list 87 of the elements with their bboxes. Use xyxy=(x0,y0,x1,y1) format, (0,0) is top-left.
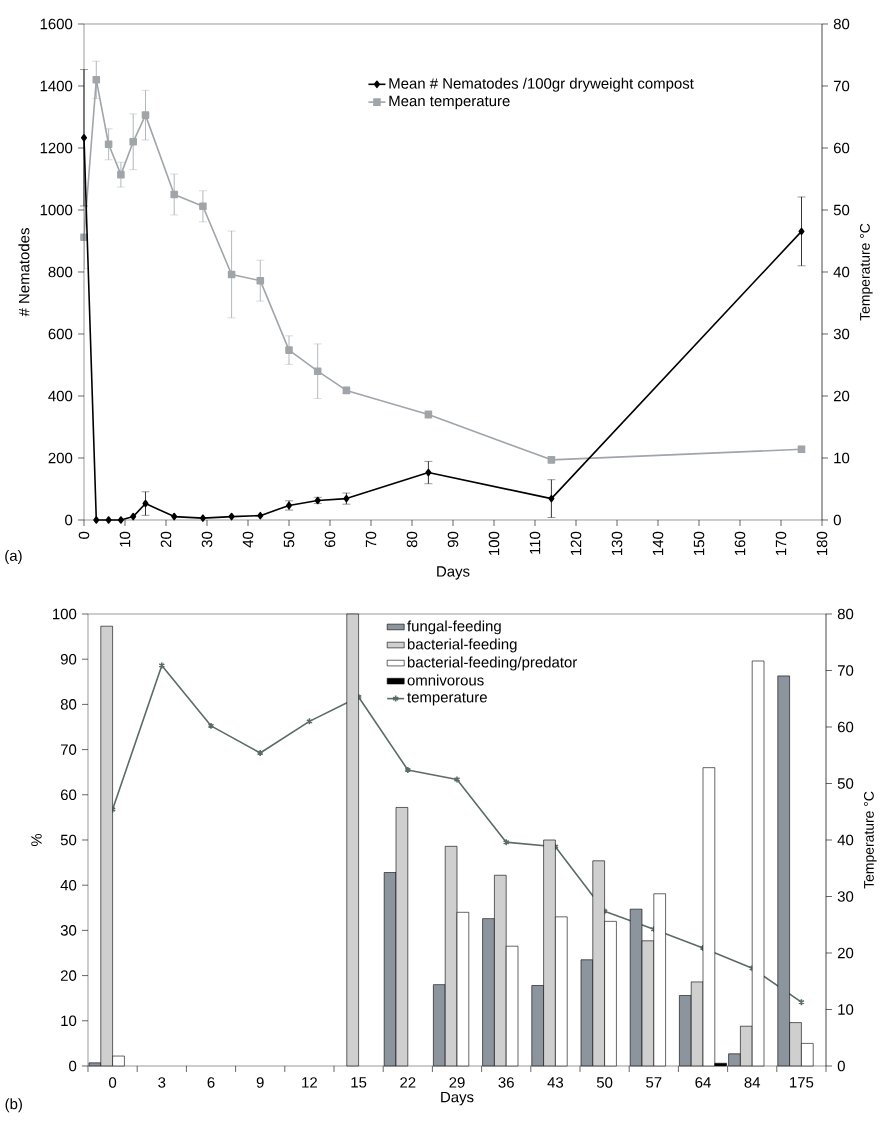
x-axis-title: Days xyxy=(441,1091,474,1106)
x-tick-label: 100 xyxy=(488,531,500,555)
y2-tick-label: 70 xyxy=(837,665,854,676)
x-tick-label: 70 xyxy=(365,531,377,548)
x-tick-label: 3 xyxy=(158,1077,166,1088)
y2-tick-label: 70 xyxy=(833,80,850,92)
y2-tick-label: 80 xyxy=(837,608,854,620)
y-tick-label: 400 xyxy=(48,390,73,402)
x-tick-label: 110 xyxy=(529,531,541,554)
y-tick-label: 600 xyxy=(48,328,73,340)
y2-tick-label: 20 xyxy=(837,947,854,959)
y-tick-label: 50 xyxy=(60,834,77,846)
y2-axis-title: Temperature °C xyxy=(859,223,873,321)
y2-tick-label: 80 xyxy=(833,18,850,30)
x-tick-label: 30 xyxy=(201,531,213,548)
x-tick-label: 90 xyxy=(447,531,459,548)
y2-tick-label: 40 xyxy=(837,834,854,846)
y-tick-label: 70 xyxy=(60,744,77,755)
x-tick-label: 84 xyxy=(744,1077,761,1088)
y2-tick-label: 0 xyxy=(833,514,841,526)
text: (b) xyxy=(5,1098,22,1113)
x-tick-label: 29 xyxy=(449,1077,465,1088)
y-tick-label: 100 xyxy=(53,608,77,620)
legend-label: Mean temperature xyxy=(389,95,510,110)
x-tick-label: 0 xyxy=(109,1077,117,1088)
legend-label: temperature xyxy=(407,692,487,706)
y-tick-label: 80 xyxy=(60,699,77,710)
y-tick-label: 90 xyxy=(60,653,77,665)
y-tick-label: 10 xyxy=(61,1015,77,1027)
y2-tick-label: 60 xyxy=(837,721,854,733)
y-tick-label: 200 xyxy=(48,452,73,464)
x-tick-label: 20 xyxy=(160,531,172,548)
x-tick-label: 60 xyxy=(324,531,336,548)
y2-tick-label: 10 xyxy=(838,1004,854,1015)
x-tick-label: 10 xyxy=(119,531,131,547)
x-tick-label: 36 xyxy=(498,1077,514,1088)
y-tick-label: 800 xyxy=(48,266,73,278)
x-tick-label: 12 xyxy=(302,1077,317,1088)
y-tick-label: 1600 xyxy=(40,18,73,30)
x-axis-title: Days xyxy=(437,566,470,580)
y-tick-label: 1400 xyxy=(40,80,73,92)
x-tick-label: 50 xyxy=(283,531,295,548)
x-tick-label: 6 xyxy=(207,1077,215,1088)
y-tick-label: 0 xyxy=(65,514,73,526)
y2-tick-label: 40 xyxy=(833,266,850,278)
x-tick-label: 180 xyxy=(816,531,828,555)
x-tick-label: 50 xyxy=(596,1077,613,1088)
y-axis-title: # Nematodes xyxy=(18,228,30,317)
legend-label: bacterial-feeding/predator xyxy=(407,656,577,671)
x-tick-label: 43 xyxy=(547,1077,564,1088)
y2-tick-label: 30 xyxy=(833,328,850,340)
x-tick-label: 120 xyxy=(570,531,582,555)
y2-tick-label: 60 xyxy=(833,142,850,154)
y2-axis-title: Temperature °C xyxy=(863,791,877,889)
x-tick-label: 64 xyxy=(695,1077,711,1088)
y-axis-title: % xyxy=(31,833,42,847)
y-tick-label: 1000 xyxy=(40,204,73,216)
x-tick-label: 0 xyxy=(78,531,90,539)
legend-label: bacterial-feeding xyxy=(407,638,517,653)
x-tick-label: 175 xyxy=(790,1077,814,1088)
y2-tick-label: 20 xyxy=(833,390,850,402)
y-tick-label: 60 xyxy=(60,789,77,801)
x-tick-label: 22 xyxy=(400,1077,416,1088)
y2-tick-label: 0 xyxy=(837,1060,845,1072)
x-tick-label: 40 xyxy=(242,531,254,548)
y-tick-label: 1200 xyxy=(40,142,73,154)
x-tick-label: 80 xyxy=(406,531,418,548)
y-tick-label: 20 xyxy=(60,970,77,981)
x-tick-label: 130 xyxy=(611,531,623,555)
legend-label: omnivorous xyxy=(407,674,484,686)
legend-label: Mean # Nematodes /100gr dryweight compost xyxy=(389,77,694,92)
y2-tick-label: 10 xyxy=(834,452,850,464)
y-tick-label: 40 xyxy=(60,879,77,891)
y2-tick-label: 30 xyxy=(837,891,854,902)
text: (a) xyxy=(5,549,22,564)
x-tick-label: 9 xyxy=(256,1077,264,1088)
x-tick-label: 15 xyxy=(351,1077,367,1088)
x-tick-label: 170 xyxy=(775,531,787,555)
x-tick-label: 160 xyxy=(734,531,746,555)
y2-tick-label: 50 xyxy=(833,204,850,216)
x-tick-label: 150 xyxy=(693,531,705,555)
legend-label: fungal-feeding xyxy=(407,620,501,635)
x-tick-label: 57 xyxy=(646,1077,662,1088)
x-tick-label: 140 xyxy=(652,531,664,555)
y-tick-label: 30 xyxy=(60,925,77,936)
y-tick-label: 0 xyxy=(69,1060,77,1072)
y2-tick-label: 50 xyxy=(837,778,854,789)
